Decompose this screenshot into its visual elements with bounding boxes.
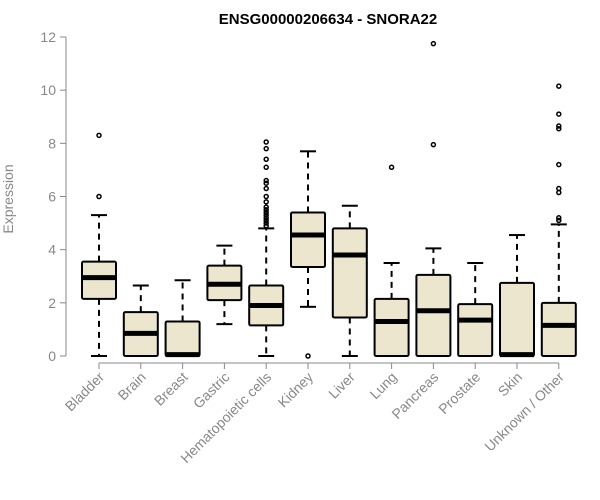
box-pancreas (415, 40, 452, 358)
outlier-point (263, 199, 269, 205)
outlier-point (263, 204, 269, 210)
box-iqr (415, 273, 452, 358)
outlier-point (96, 132, 102, 139)
x-tick-label: Breast (151, 369, 191, 409)
y-tick-label: 10 (40, 82, 56, 98)
outlier-point (263, 193, 269, 200)
outlier-point (263, 177, 269, 184)
box-kidney (290, 150, 326, 359)
outlier-point (263, 215, 269, 221)
outlier-point (263, 222, 269, 229)
outlier-point (556, 215, 562, 221)
box-breast (164, 279, 201, 358)
outlier-point (263, 156, 269, 163)
box-iqr (540, 301, 577, 358)
box-brain (122, 284, 159, 358)
box-hematopoietic-cells (248, 139, 285, 357)
outlier-point (263, 139, 269, 145)
box-liver (331, 204, 368, 357)
plot-area (81, 40, 577, 359)
outlier-point (263, 207, 269, 213)
x-tick-label: Prostate (435, 369, 483, 417)
box-prostate (457, 261, 494, 358)
outlier-point (263, 164, 269, 171)
box-iqr (290, 211, 326, 268)
outlier-point (556, 125, 562, 132)
outlier-point (556, 83, 562, 89)
box-iqr (81, 260, 117, 300)
box-iqr (457, 303, 494, 358)
y-tick-label: 8 (48, 135, 56, 151)
box-iqr (331, 227, 368, 319)
box-unknown-other (540, 83, 577, 358)
outlier-point (556, 123, 562, 129)
y-tick-label: 6 (48, 189, 56, 205)
box-bladder (81, 132, 117, 357)
box-gastric (206, 244, 243, 326)
outlier-point (430, 141, 437, 148)
outlier-point (263, 220, 269, 226)
outlier-point (263, 217, 269, 224)
x-tick-label: Unknown / Other (481, 369, 567, 455)
outlier-point (263, 209, 269, 216)
outlier-point (556, 161, 562, 168)
x-tick-label: Brain (114, 369, 148, 403)
chart-title: ENSG00000206634 - SNORA22 (219, 11, 437, 28)
outlier-point (263, 212, 269, 218)
outlier-point (96, 193, 102, 200)
x-tick-label: Liver (325, 369, 358, 402)
y-tick-label: 2 (48, 295, 56, 311)
y-tick-label: 0 (48, 348, 56, 364)
x-tick-label: Bladder (62, 369, 108, 415)
box-lung (373, 164, 410, 357)
box-iqr (373, 297, 410, 357)
x-tick-label: Skin (495, 369, 526, 400)
outlier-point (263, 185, 269, 192)
outlier-point (263, 180, 269, 186)
outlier-point (263, 145, 269, 152)
outlier-point (305, 353, 311, 359)
box-skin (499, 234, 535, 358)
y-axis: 0 2 4 6 8 10 12 (40, 29, 67, 364)
outlier-point (430, 40, 437, 47)
y-axis-title: Expression (0, 164, 16, 233)
y-tick-label: 4 (48, 242, 56, 258)
outlier-point (556, 185, 562, 192)
x-tick-label: Kidney (275, 369, 317, 411)
box-iqr (499, 281, 535, 358)
outlier-point (556, 217, 562, 224)
outlier-point (388, 164, 395, 171)
y-tick-label: 12 (40, 29, 56, 45)
x-tick-label: Lung (366, 369, 399, 402)
outlier-point (556, 111, 562, 117)
box-iqr (164, 320, 201, 358)
